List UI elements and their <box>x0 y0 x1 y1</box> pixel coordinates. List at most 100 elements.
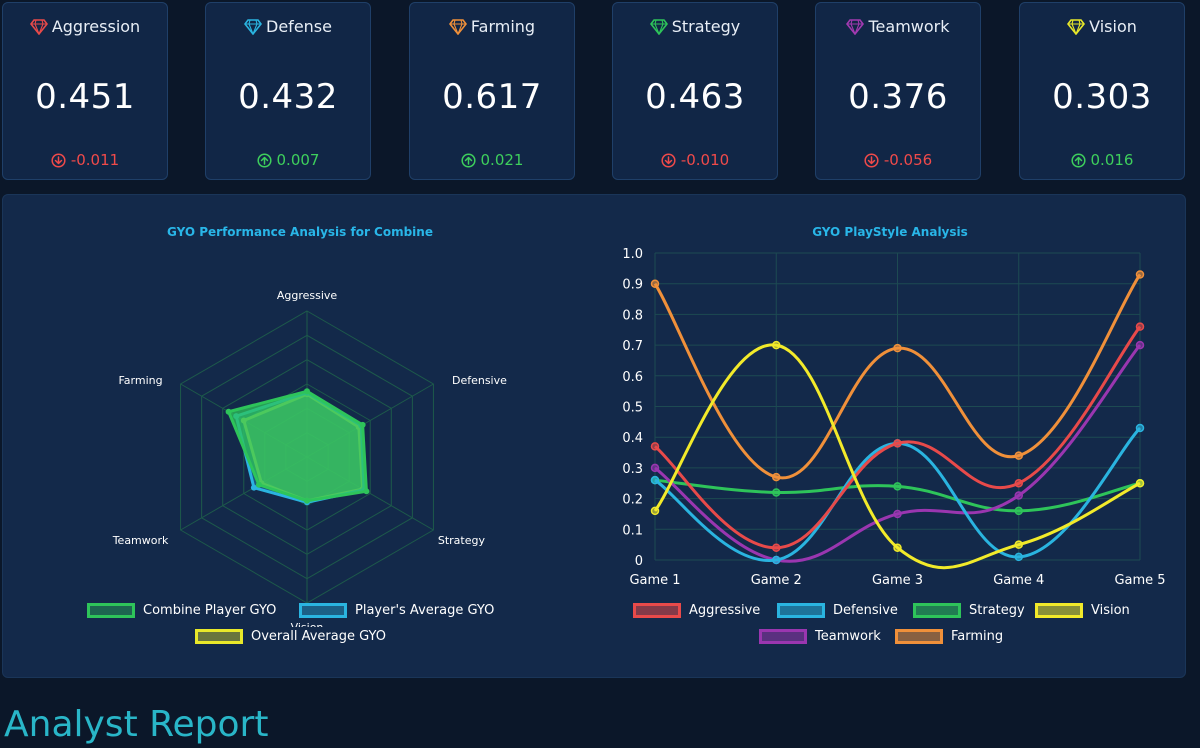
line-point <box>1014 540 1023 549</box>
radar-point <box>304 388 310 395</box>
stat-header: Defense <box>206 17 370 36</box>
stat-card-vision: Vision 0.303 0.016 <box>1019 2 1185 180</box>
x-tick-label: Game 5 <box>1114 573 1165 588</box>
x-tick-label: Game 3 <box>872 573 923 588</box>
stat-label: Vision <box>1089 17 1137 36</box>
y-tick-label: 0.1 <box>622 523 643 538</box>
legend-swatch <box>777 603 825 618</box>
legend-label: Vision <box>1091 603 1130 618</box>
line-point <box>772 472 781 482</box>
stat-value: 0.451 <box>35 77 135 117</box>
legend-swatch <box>633 603 681 618</box>
stat-delta: -0.011 <box>3 151 167 169</box>
stat-value: 0.303 <box>1052 77 1152 117</box>
gem-icon <box>846 18 865 35</box>
line-point <box>1135 479 1145 488</box>
legend-label: Aggressive <box>689 603 761 618</box>
gem-icon <box>649 18 668 35</box>
line-chart-title: GYO PlayStyle Analysis <box>812 225 968 239</box>
radar-series-0 <box>227 389 368 503</box>
stat-cards-row: Aggression 0.451 -0.011 Defense 0.432 0.007 Fa… <box>0 0 1200 185</box>
legend-swatch <box>1035 603 1083 618</box>
legend-label: Defensive <box>833 603 898 618</box>
line-point <box>1135 322 1145 331</box>
stat-card-teamwork: Teamwork 0.376 -0.056 <box>815 2 981 180</box>
radar-axis-label: Aggressive <box>277 289 338 302</box>
legend-label: Player's Average GYO <box>355 603 495 618</box>
line-series-vision <box>653 343 1141 570</box>
y-tick-label: 0.3 <box>622 462 643 477</box>
y-tick-label: 0.8 <box>622 308 643 323</box>
radar-legend-item[interactable]: Overall Average GYO <box>195 629 386 644</box>
y-tick-label: 0.5 <box>622 401 643 416</box>
arrow-down-circle-icon <box>51 152 66 168</box>
stat-card-farming: Farming 0.617 0.021 <box>409 2 575 180</box>
legend-label: Strategy <box>969 603 1025 618</box>
stat-label: Defense <box>266 17 332 36</box>
legend-label: Farming <box>951 629 1004 644</box>
line-point <box>772 543 781 552</box>
stat-value: 0.432 <box>238 77 338 117</box>
stat-delta-value: 0.016 <box>1090 151 1134 169</box>
line-legend-item[interactable]: Farming <box>895 629 1003 644</box>
stat-delta: 0.007 <box>206 151 370 169</box>
line-legend-item[interactable]: Vision <box>1035 603 1130 618</box>
radar-chart-title: GYO Performance Analysis for Combine <box>167 225 433 239</box>
line-point <box>650 463 660 473</box>
stat-delta-value: -0.056 <box>883 151 933 169</box>
stat-value: 0.463 <box>645 77 745 117</box>
stat-label: Teamwork <box>868 17 950 36</box>
radar-point <box>250 484 257 491</box>
line-point <box>772 555 781 565</box>
x-tick-label: Game 1 <box>629 573 680 588</box>
gem-icon <box>1067 18 1086 35</box>
x-tick-label: Game 4 <box>993 573 1044 588</box>
line-point <box>1014 491 1023 500</box>
radar-point <box>255 481 262 488</box>
gem-icon <box>244 18 263 35</box>
line-point <box>1014 451 1023 460</box>
y-tick-label: 0.2 <box>622 493 643 508</box>
radar-legend-item[interactable]: Combine Player GYO <box>87 603 276 618</box>
line-point <box>772 340 781 350</box>
line-point <box>772 488 781 497</box>
legend-label: Overall Average GYO <box>251 629 386 644</box>
line-point <box>1135 340 1145 350</box>
stat-header: Vision <box>1020 17 1184 36</box>
gem-icon <box>29 18 48 35</box>
stat-header: Aggression <box>3 17 167 36</box>
legend-label: Teamwork <box>815 629 881 644</box>
legend-swatch <box>759 629 807 644</box>
stat-label: Strategy <box>671 17 741 36</box>
stat-card-defense: Defense 0.432 0.007 <box>205 2 371 180</box>
stat-label: Aggression <box>51 17 141 36</box>
legend-swatch <box>87 603 135 618</box>
radar-point <box>225 408 232 415</box>
arrow-up-circle-icon <box>256 152 272 168</box>
line-legend-item[interactable]: Strategy <box>913 603 1025 618</box>
arrow-down-circle-icon <box>864 152 879 168</box>
stat-label: Farming <box>470 17 536 36</box>
line-legend-item[interactable]: Teamwork <box>759 629 881 644</box>
line-point <box>893 343 902 353</box>
stat-delta: -0.010 <box>613 151 777 169</box>
line-point <box>650 442 660 451</box>
y-tick-label: 0.7 <box>622 339 643 354</box>
radar-axis-label: Teamwork <box>112 534 169 547</box>
line-legend-item[interactable]: Aggressive <box>633 603 760 618</box>
y-tick-label: 1.0 <box>622 247 643 262</box>
analyst-report-heading: Analyst Report <box>4 704 269 745</box>
stat-delta-value: 0.007 <box>276 151 320 169</box>
stat-value: 0.617 <box>442 77 542 117</box>
line-legend-item[interactable]: Defensive <box>777 603 898 618</box>
line-point <box>1014 552 1023 562</box>
stat-delta-value: -0.010 <box>680 151 730 169</box>
radar-legend-item[interactable]: Player's Average GYO <box>299 603 494 618</box>
stat-delta: 0.021 <box>410 151 574 169</box>
line-point <box>1135 423 1145 433</box>
line-point <box>650 475 660 485</box>
stat-delta: -0.056 <box>816 151 980 169</box>
stat-card-strategy: Strategy 0.463 -0.010 <box>612 2 778 180</box>
line-point <box>893 482 902 491</box>
line-point <box>893 509 902 519</box>
